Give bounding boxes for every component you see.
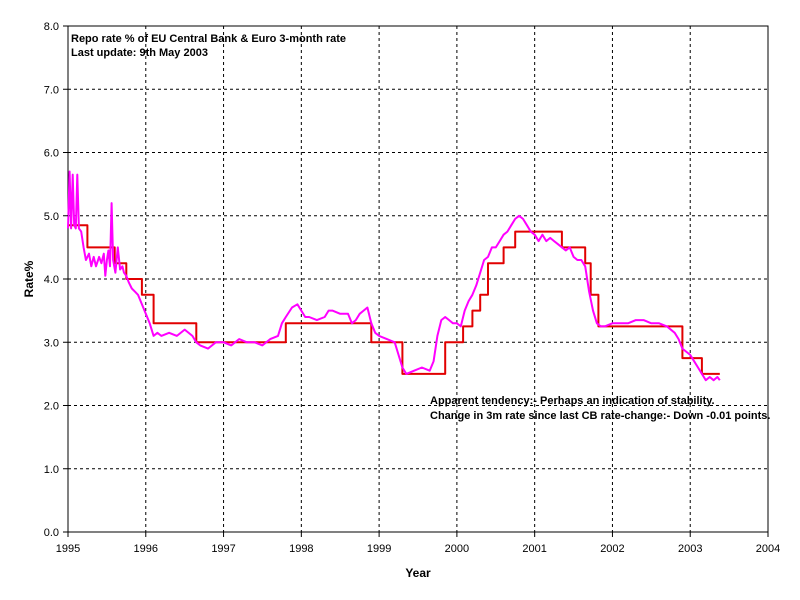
y-tick-label: 1.0: [44, 464, 59, 476]
x-tick-label: 1996: [134, 543, 158, 555]
x-tick-label: 1999: [367, 543, 391, 555]
y-tick-label: 0.0: [44, 527, 59, 539]
x-tick-label: 1998: [289, 543, 313, 555]
chart-title-line-2: Last update: 9th May 2003: [71, 47, 208, 59]
series-line-2: [67, 170, 721, 382]
y-tick-label: 3.0: [44, 337, 59, 349]
x-tick-label: 1997: [211, 543, 235, 555]
x-tick-label: 2001: [522, 543, 546, 555]
y-tick-label: 5.0: [44, 211, 59, 223]
y-tick-label: 7.0: [44, 84, 59, 96]
series-layer: [67, 170, 721, 382]
x-axis-title: Year: [405, 566, 431, 580]
x-tick-label: 2000: [445, 543, 469, 555]
x-tick-label: 2002: [600, 543, 624, 555]
annotation-tendency: Apparent tendency:- Perhaps an indicatio…: [430, 395, 715, 407]
x-tick-label: 2004: [756, 543, 780, 555]
chart-title-line-1: Repo rate % of EU Central Bank & Euro 3-…: [71, 33, 346, 45]
ticks: 1995 1996 1997 1998 1999 2000 2001 2002 2003 2004…: [44, 21, 781, 555]
x-tick-label: 2003: [678, 543, 702, 555]
y-tick-label: 8.0: [44, 21, 59, 33]
series-line-1: [68, 224, 720, 375]
grid: [68, 26, 768, 532]
y-tick-label: 4.0: [44, 274, 59, 286]
annotation-change: Change in 3m rate since last CB rate-cha…: [430, 410, 770, 422]
y-tick-label: 2.0: [44, 401, 59, 413]
y-tick-label: 6.0: [44, 148, 59, 160]
x-tick-label: 1995: [56, 543, 80, 555]
y-axis-title: Rate%: [22, 260, 36, 297]
